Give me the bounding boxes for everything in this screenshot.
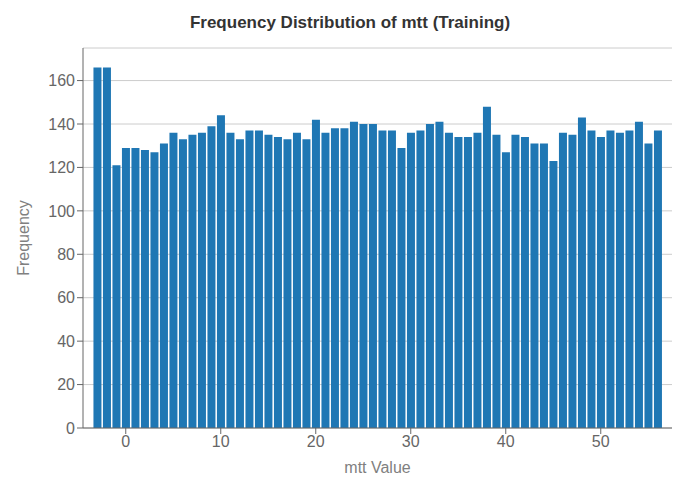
- svg-text:80: 80: [57, 246, 75, 263]
- svg-text:100: 100: [48, 203, 75, 220]
- svg-text:160: 160: [48, 72, 75, 89]
- svg-text:50: 50: [592, 433, 610, 450]
- svg-text:10: 10: [212, 433, 230, 450]
- svg-text:0: 0: [66, 420, 75, 437]
- svg-text:20: 20: [307, 433, 325, 450]
- svg-text:140: 140: [48, 116, 75, 133]
- html-text:Frequency Distribution of mtt: Frequency Distribution of mtt (Training): [189, 13, 511, 32]
- svg-text:mtt Value: mtt Value: [344, 459, 411, 476]
- svg-text:40: 40: [57, 333, 75, 350]
- svg-text:120: 120: [48, 159, 75, 176]
- svg-text:60: 60: [57, 289, 75, 306]
- svg-text:20: 20: [57, 376, 75, 393]
- svg-text:0: 0: [121, 433, 130, 450]
- svg-text:40: 40: [497, 433, 515, 450]
- svg-text:30: 30: [402, 433, 420, 450]
- svg-text:Frequency: Frequency: [15, 200, 32, 276]
